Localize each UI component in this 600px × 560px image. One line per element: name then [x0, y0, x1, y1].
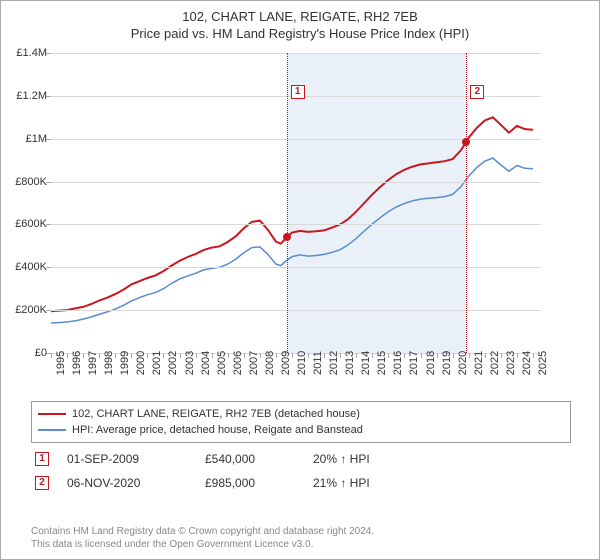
x-tick	[404, 353, 405, 358]
legend-box: 102, CHART LANE, REIGATE, RH2 7EB (detac…	[31, 401, 571, 443]
x-axis-label: 2024	[521, 351, 533, 375]
x-axis-label: 2009	[280, 351, 292, 375]
x-tick	[421, 353, 422, 358]
x-axis-label: 2005	[216, 351, 228, 375]
x-axis-label: 2025	[537, 351, 549, 375]
x-tick	[372, 353, 373, 358]
sale-row-price: £985,000	[205, 476, 295, 490]
x-tick	[533, 353, 534, 358]
x-axis-label: 2019	[441, 351, 453, 375]
x-axis-label: 2016	[392, 351, 404, 375]
x-axis-label: 2017	[408, 351, 420, 375]
x-axis-label: 2008	[264, 351, 276, 375]
x-tick	[163, 353, 164, 358]
gridline	[51, 182, 541, 183]
legend-label: HPI: Average price, detached house, Reig…	[72, 422, 363, 438]
y-axis-label: £600K	[1, 218, 47, 230]
x-axis-label: 2011	[312, 351, 324, 375]
x-tick	[324, 353, 325, 358]
y-axis-label: £1.2M	[1, 90, 47, 102]
footer-line-2: This data is licensed under the Open Gov…	[31, 538, 374, 551]
x-tick	[356, 353, 357, 358]
x-axis-label: 2018	[425, 351, 437, 375]
x-axis-label: 2020	[457, 351, 469, 375]
sale-row-diff: 20% ↑ HPI	[313, 452, 413, 466]
sale-row: 2 06-NOV-2020 £985,000 21% ↑ HPI	[31, 471, 571, 495]
x-tick	[147, 353, 148, 358]
gridline	[51, 224, 541, 225]
x-tick	[180, 353, 181, 358]
x-axis-label: 2015	[376, 351, 388, 375]
chart-subtitle: Price paid vs. HM Land Registry's House …	[1, 26, 599, 41]
gridline	[51, 310, 541, 311]
x-tick	[131, 353, 132, 358]
x-axis-label: 2014	[360, 351, 372, 375]
x-axis-label: 2002	[167, 351, 179, 375]
x-axis-label: 1995	[55, 351, 67, 375]
x-tick	[292, 353, 293, 358]
x-axis-label: 2010	[296, 351, 308, 375]
sale-marker-badge: 1	[291, 85, 305, 99]
x-tick	[67, 353, 68, 358]
sale-marker-line	[466, 53, 467, 353]
x-tick	[308, 353, 309, 358]
legend-label: 102, CHART LANE, REIGATE, RH2 7EB (detac…	[72, 406, 360, 422]
legend-swatch	[38, 429, 66, 431]
gridline	[51, 267, 541, 268]
x-tick	[340, 353, 341, 358]
footer-line-1: Contains HM Land Registry data © Crown c…	[31, 525, 374, 538]
x-axis-label: 2006	[232, 351, 244, 375]
sale-marker-badge: 2	[470, 85, 484, 99]
x-axis-label: 1996	[71, 351, 83, 375]
x-tick	[83, 353, 84, 358]
plot-area: 12	[51, 53, 541, 353]
x-axis-label: 2013	[344, 351, 356, 375]
chart-container: 102, CHART LANE, REIGATE, RH2 7EB Price …	[0, 0, 600, 560]
x-axis-label: 2003	[184, 351, 196, 375]
sale-dot	[283, 233, 291, 241]
y-axis-label: £400K	[1, 261, 47, 273]
x-tick	[99, 353, 100, 358]
sale-row-price: £540,000	[205, 452, 295, 466]
gridline	[51, 53, 541, 54]
x-tick	[276, 353, 277, 358]
y-axis-label: £200K	[1, 304, 47, 316]
x-axis-label: 1999	[119, 351, 131, 375]
sale-row: 1 01-SEP-2009 £540,000 20% ↑ HPI	[31, 447, 571, 471]
y-axis-label: £1M	[1, 133, 47, 145]
sale-marker-line	[287, 53, 288, 353]
sale-dot	[462, 138, 470, 146]
x-axis-label: 2012	[328, 351, 340, 375]
legend-item: 102, CHART LANE, REIGATE, RH2 7EB (detac…	[38, 406, 564, 422]
x-axis-label: 1997	[87, 351, 99, 375]
sale-row-date: 01-SEP-2009	[67, 452, 187, 466]
x-axis-label: 2000	[135, 351, 147, 375]
x-axis-label: 2023	[505, 351, 517, 375]
y-axis-label: £800K	[1, 176, 47, 188]
x-axis-label: 1998	[103, 351, 115, 375]
x-tick	[51, 353, 52, 358]
x-tick	[388, 353, 389, 358]
series-hpi	[51, 158, 533, 323]
sale-row-marker: 2	[35, 476, 49, 490]
sale-row-diff: 21% ↑ HPI	[313, 476, 413, 490]
sale-row-date: 06-NOV-2020	[67, 476, 187, 490]
footer-text: Contains HM Land Registry data © Crown c…	[31, 525, 374, 551]
legend-swatch	[38, 413, 66, 415]
y-axis-label: £0	[1, 347, 47, 359]
x-axis-label: 2022	[489, 351, 501, 375]
legend-item: HPI: Average price, detached house, Reig…	[38, 422, 564, 438]
x-tick	[517, 353, 518, 358]
x-tick	[115, 353, 116, 358]
sale-row-marker: 1	[35, 452, 49, 466]
x-axis-label: 2007	[248, 351, 260, 375]
series-price_paid	[51, 117, 533, 311]
x-axis-label: 2004	[200, 351, 212, 375]
x-axis-label: 2001	[151, 351, 163, 375]
sales-table: 1 01-SEP-2009 £540,000 20% ↑ HPI 2 06-NOV-202…	[31, 447, 571, 495]
x-axis-label: 2021	[473, 351, 485, 375]
y-axis-label: £1.4M	[1, 47, 47, 59]
chart-title: 102, CHART LANE, REIGATE, RH2 7EB	[1, 9, 599, 24]
